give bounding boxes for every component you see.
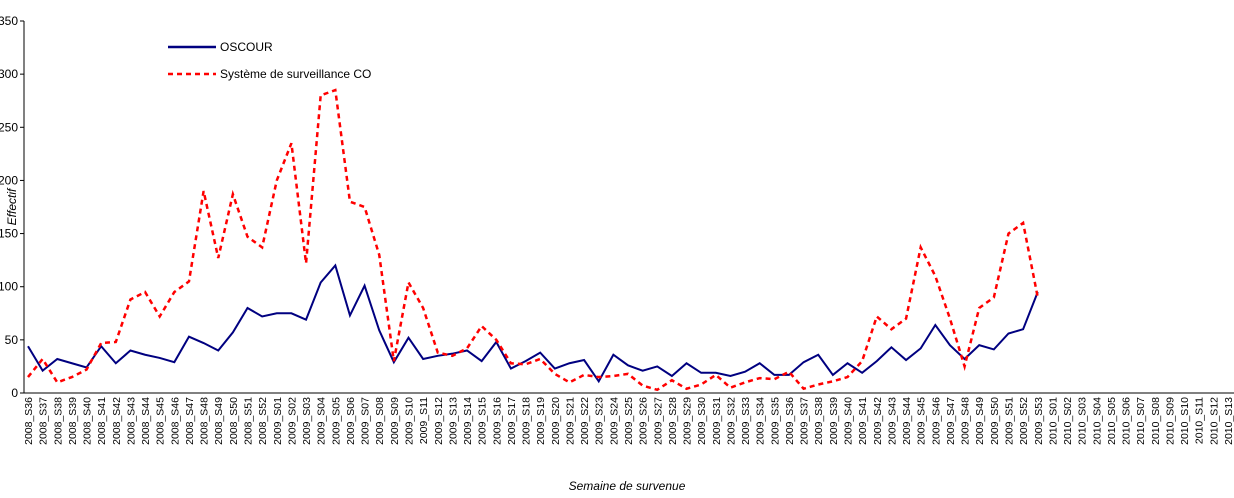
x-tick-label: 2008_S43 <box>125 397 137 445</box>
x-tick-label: 2009_S08 <box>374 397 386 445</box>
x-tick-label: 2009_S35 <box>769 397 781 445</box>
x-tick-label: 2009_S20 <box>550 397 562 445</box>
x-tick-label: 2009_S47 <box>945 397 957 445</box>
x-tick-label: 2009_S34 <box>755 397 767 445</box>
x-tick-label: 2009_S49 <box>974 397 986 445</box>
legend-label: Système de surveillance CO <box>220 67 371 81</box>
x-tick-label: 2009_S37 <box>799 397 811 445</box>
x-tick-label: 2009_S24 <box>608 397 620 445</box>
x-tick-label: 2009_S22 <box>579 397 591 445</box>
x-tick-label: 2009_S30 <box>696 397 708 445</box>
x-tick-label: 2009_S13 <box>447 397 459 445</box>
x-tick-label: 2009_S02 <box>286 397 298 445</box>
series-line <box>27 88 1039 392</box>
x-tick-label: 2008_S50 <box>228 397 240 445</box>
x-tick-label: 2009_S26 <box>638 397 650 445</box>
x-axis-label: Semaine de survenue <box>569 479 686 493</box>
x-tick-label: 2009_S21 <box>564 397 576 445</box>
x-tick-label: 2009_S04 <box>316 397 328 445</box>
x-tick-label: 2009_S09 <box>389 397 401 445</box>
x-tick-label: 2010_S08 <box>1150 397 1162 445</box>
x-tick-label: 2009_S45 <box>916 397 928 445</box>
x-tick-label: 2009_S41 <box>857 397 869 445</box>
x-tick-label: 2009_S15 <box>477 397 489 445</box>
x-tick-label: 2010_S11 <box>1194 397 1206 444</box>
x-tick-label: 2009_S31 <box>711 397 723 445</box>
x-tick-label: 2009_S44 <box>901 397 913 445</box>
x-tick-label: 2008_S44 <box>140 397 152 445</box>
x-tick-label: 2009_S48 <box>960 397 972 445</box>
x-tick-label: 2009_S16 <box>491 397 503 445</box>
x-tick-label: 2010_S12 <box>1208 397 1220 445</box>
x-tick-label: 2010_S10 <box>1179 397 1191 445</box>
x-tick-label: 2008_S47 <box>184 397 196 445</box>
x-tick-label: 2009_S28 <box>667 397 679 445</box>
x-tick-label: 2008_S39 <box>67 397 79 445</box>
x-tick-label: 2009_S50 <box>989 397 1001 445</box>
x-tick-label: 2009_S33 <box>740 397 752 445</box>
legend-label: OSCOUR <box>220 40 273 54</box>
x-tick-label: 2008_S51 <box>243 397 255 445</box>
x-tick-label: 2010_S04 <box>1091 397 1103 445</box>
x-tick-label: 2009_S17 <box>506 397 518 445</box>
x-tick-label: 2009_S40 <box>843 397 855 445</box>
x-tick-label: 2010_S09 <box>1164 397 1176 445</box>
x-tick-label: 2009_S10 <box>403 397 415 445</box>
y-tick-label: 300 <box>0 67 18 81</box>
x-tick-label: 2010_S05 <box>1106 397 1118 445</box>
x-tick-label: 2009_S51 <box>1003 397 1015 445</box>
x-tick-label: 2009_S29 <box>682 397 694 445</box>
x-tick-label: 2008_S38 <box>52 397 64 445</box>
x-tick-label: 2009_S19 <box>535 397 547 445</box>
x-tick-label: 2009_S38 <box>813 397 825 445</box>
x-tick-label: 2009_S46 <box>930 397 942 445</box>
x-tick-label: 2009_S27 <box>652 397 664 445</box>
x-tick-label: 2009_S39 <box>828 397 840 445</box>
x-tick-label: 2009_S23 <box>594 397 606 445</box>
x-tick-label: 2010_S02 <box>1062 397 1074 445</box>
x-tick-label: 2009_S03 <box>301 397 313 445</box>
series-line <box>27 263 1039 384</box>
x-tick-label: 2009_S32 <box>725 397 737 445</box>
y-tick-label: 250 <box>0 120 18 134</box>
x-tick-label: 2008_S45 <box>155 397 167 445</box>
x-tick-label: 2009_S11 <box>418 397 430 444</box>
x-tick-label: 2009_S25 <box>623 397 635 445</box>
x-tick-label: 2008_S49 <box>213 397 225 445</box>
x-tick-label: 2009_S06 <box>345 397 357 445</box>
x-tick-label: 2010_S07 <box>1135 397 1147 445</box>
x-tick-label: 2010_S03 <box>1077 397 1089 445</box>
x-tick-label: 2009_S07 <box>360 397 372 445</box>
x-tick-label: 2008_S40 <box>82 397 94 445</box>
x-tick-label: 2009_S53 <box>1033 397 1045 445</box>
x-tick-label: 2010_S13 <box>1223 397 1234 445</box>
x-tick-label: 2009_S01 <box>272 397 284 445</box>
y-tick-label: 150 <box>0 227 18 241</box>
x-tick-label: 2009_S36 <box>784 397 796 445</box>
x-tick-label: 2008_S46 <box>169 397 181 445</box>
y-tick-label: 0 <box>11 386 18 400</box>
x-tick-label: 2008_S48 <box>199 397 211 445</box>
x-tick-label: 2010_S06 <box>1121 397 1133 445</box>
x-tick-label: 2009_S14 <box>462 397 474 445</box>
y-tick-label: 350 <box>0 14 18 28</box>
y-tick-label: 200 <box>0 173 18 187</box>
x-tick-label: 2009_S52 <box>1018 397 1030 445</box>
x-tick-label: 2009_S43 <box>886 397 898 445</box>
x-tick-label: 2010_S01 <box>1047 397 1059 445</box>
x-tick-label: 2008_S41 <box>96 397 108 445</box>
x-tick-label: 2009_S05 <box>330 397 342 445</box>
y-tick-label: 100 <box>0 280 18 294</box>
x-tick-label: 2008_S42 <box>111 397 123 445</box>
x-tick-label: 2009_S18 <box>521 397 533 445</box>
y-axis-label: Effectif <box>5 187 19 225</box>
y-tick-label: 50 <box>5 333 19 347</box>
x-tick-label: 2009_S12 <box>433 397 445 445</box>
x-tick-label: 2008_S37 <box>38 397 50 445</box>
x-tick-label: 2008_S36 <box>23 397 35 445</box>
x-tick-label: 2008_S52 <box>257 397 269 445</box>
x-tick-label: 2009_S42 <box>872 397 884 445</box>
